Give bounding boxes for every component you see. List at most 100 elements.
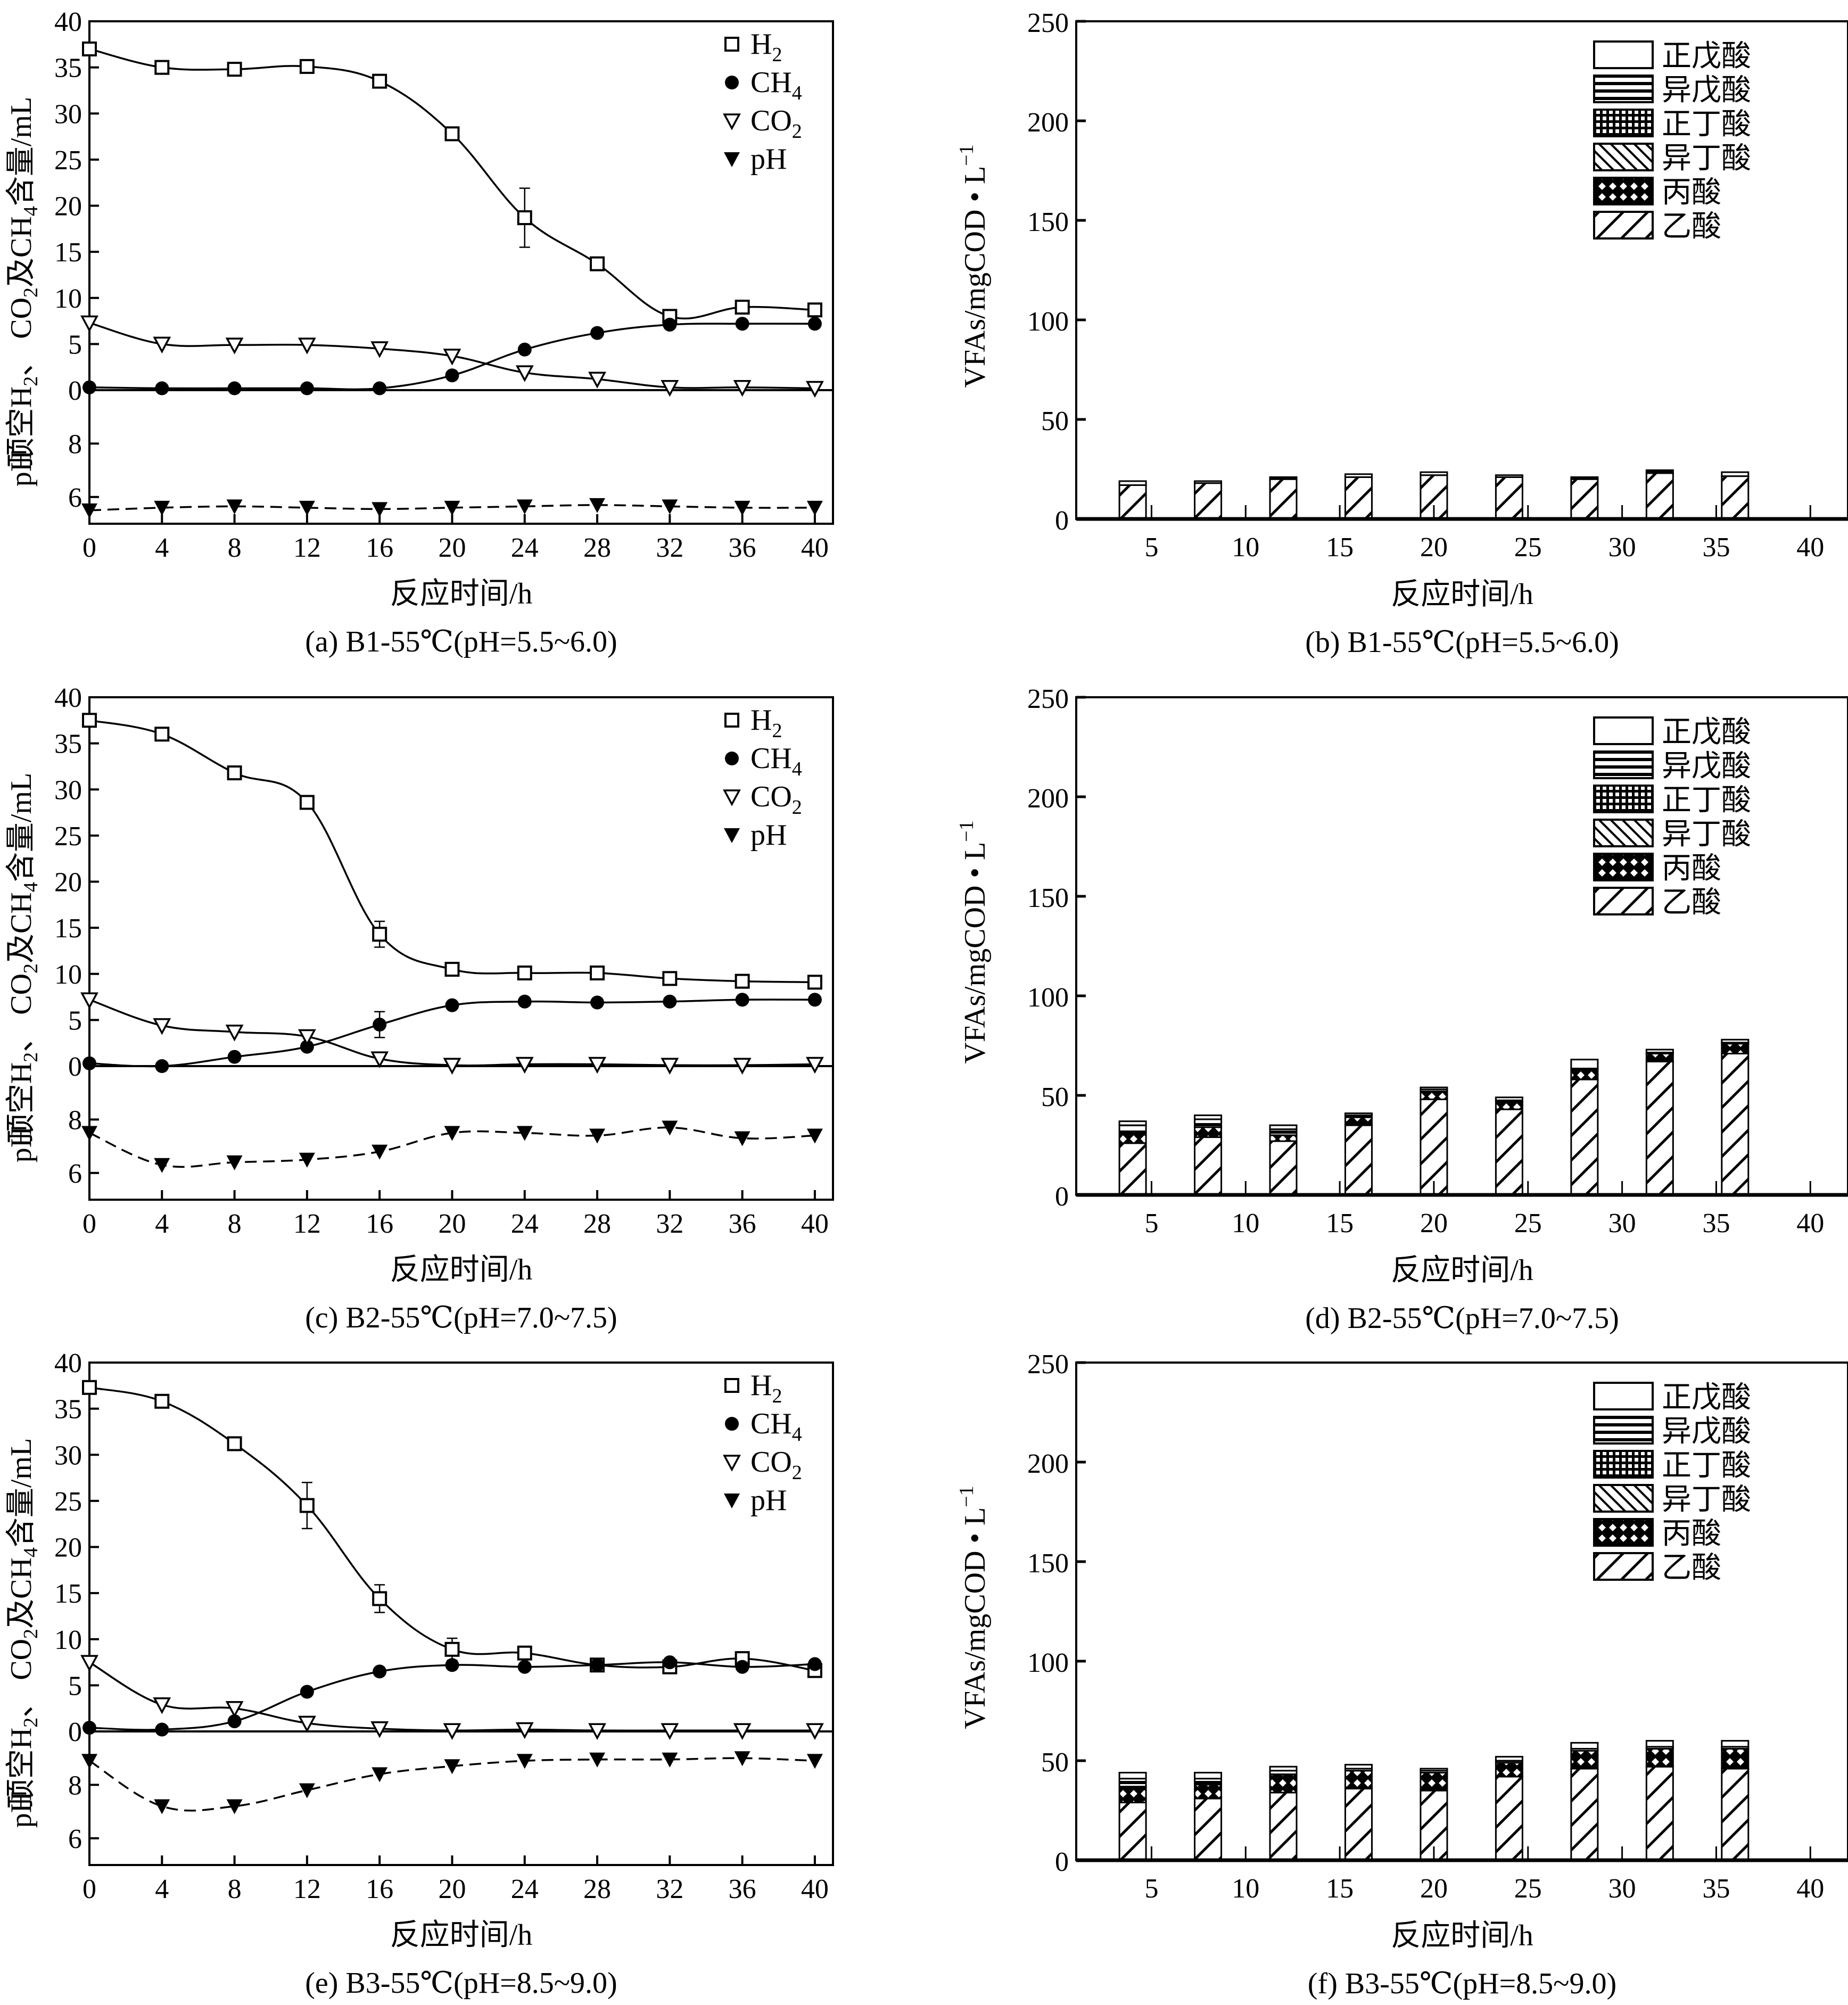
- x-tick-label: 5: [1144, 1208, 1158, 1239]
- legend-swatch: [1593, 785, 1654, 813]
- legend-label: pH: [750, 1484, 787, 1517]
- legend-swatch: [1593, 1416, 1654, 1445]
- data-point: [370, 341, 389, 358]
- x-tick-label: 0: [82, 1874, 96, 1904]
- x-tick-label: 16: [366, 533, 393, 563]
- legend-label: 正戊酸: [1662, 40, 1751, 73]
- y-tick-label: 10: [54, 1625, 82, 1655]
- legend-label: H2: [750, 704, 782, 742]
- bar-stack: [1645, 1740, 1674, 1861]
- legend-main: CH: [750, 66, 792, 99]
- subscript: 4: [20, 206, 42, 216]
- series-h2: [82, 41, 822, 324]
- legend-label: H2: [750, 28, 782, 66]
- legend-marker: [724, 152, 740, 167]
- x-tick-label: 15: [1326, 1208, 1354, 1239]
- subscript: 4: [20, 1547, 42, 1557]
- bar-segment-diag-up: [1344, 1787, 1373, 1861]
- data-point: [299, 500, 315, 516]
- x-tick-label: 20: [438, 1209, 466, 1239]
- x-tick-label: 16: [366, 1874, 393, 1904]
- data-point: [154, 60, 170, 75]
- data-point: [807, 993, 822, 1007]
- legend-label: CO2: [750, 780, 802, 819]
- x-tick-label: 15: [1326, 532, 1354, 563]
- x-tick-label: 20: [1420, 532, 1448, 563]
- x-tick-label: 30: [1608, 1874, 1636, 1904]
- bar-segment-diag-up: [1344, 1124, 1373, 1196]
- panel-e: 0 5 10 15 20 25 30 35 40 6 8 0 4 8 12 16 20 24 28 32 36 40 顶空H…: [0, 1341, 905, 2002]
- bar-stack: [1420, 1086, 1448, 1196]
- data-point: [589, 1752, 606, 1768]
- legend-swatch: [1593, 887, 1654, 915]
- bar-segment-diag-up: [1645, 1060, 1674, 1196]
- panel-a: 0 5 10 15 20 25 30 35 40 6 8 0 4 8 12 16 20 24 28 32 36 40 顶空H…: [0, 0, 905, 667]
- y-tick-label: 25: [54, 821, 82, 852]
- y-tick-label: 50: [1041, 1747, 1069, 1778]
- bar-stack: [1645, 469, 1674, 520]
- legend-marker: [724, 1494, 740, 1508]
- plot-frame: [88, 20, 834, 525]
- legend-main: H: [750, 28, 772, 61]
- y-tick-label: 100: [1027, 307, 1069, 337]
- bar-segment-diag-up: [1420, 474, 1448, 520]
- chart-caption: (d) B2-55℃(pH=7.0~7.5): [1305, 1302, 1619, 1335]
- x-tick-label: 36: [729, 1209, 756, 1239]
- bar-segment-empty: [1420, 1086, 1448, 1091]
- data-point: [443, 1723, 461, 1740]
- bar-segment-diag-up: [1344, 476, 1373, 520]
- ph-tick-label: 6: [68, 483, 82, 513]
- data-point: [589, 498, 606, 513]
- legend-label: 正戊酸: [1662, 1381, 1751, 1414]
- superscript: −1: [955, 820, 978, 841]
- data-point: [372, 502, 388, 517]
- y-tick-label: 30: [54, 1440, 82, 1471]
- legend-label: 异戊酸: [1662, 74, 1751, 107]
- legend-swatch: [1593, 1552, 1654, 1581]
- superscript: −1: [955, 144, 978, 166]
- series-line: [89, 1661, 815, 1731]
- legend-label: 乙酸: [1662, 1552, 1721, 1585]
- bar-segment-horizontal: [1194, 1118, 1223, 1128]
- y-tick-label: 5: [68, 1005, 82, 1036]
- x-tick-label: 28: [583, 1209, 611, 1239]
- subscript: 2: [772, 44, 782, 66]
- data-point: [372, 1767, 388, 1783]
- chart-caption: (a) B1-55℃(pH=5.5~6.0): [305, 625, 617, 658]
- x-tick-label: 40: [801, 1874, 829, 1904]
- y-tick-label: 40: [54, 1348, 82, 1379]
- bar-segment-crosshatch: [1269, 1773, 1298, 1794]
- x-tick-label: 35: [1702, 1208, 1730, 1239]
- data-point: [445, 1658, 459, 1672]
- subscript: 2: [772, 720, 782, 742]
- data-point: [300, 1039, 314, 1054]
- data-point: [733, 1723, 752, 1740]
- bar-segment-crosshatch: [1344, 1770, 1373, 1789]
- bar-stack: [1721, 1038, 1750, 1196]
- data-point: [445, 998, 459, 1012]
- data-point: [444, 500, 460, 516]
- bar-stack: [1420, 471, 1448, 520]
- data-point: [735, 317, 749, 331]
- legend-swatch: [1593, 853, 1654, 881]
- bar-stack: [1570, 1059, 1599, 1196]
- bar-stack: [1495, 1756, 1523, 1861]
- series-co2: [80, 992, 824, 1075]
- legend-label: CO2: [750, 104, 802, 143]
- subscript: 4: [792, 1423, 802, 1446]
- data-point: [588, 1723, 606, 1740]
- legend-main: H: [750, 704, 772, 737]
- plot-frame: [88, 696, 834, 1201]
- data-point: [806, 1754, 823, 1769]
- y-tick-label: 25: [54, 1487, 82, 1517]
- bar-segment-diag-up: [1118, 484, 1147, 520]
- series-line: [89, 48, 815, 320]
- data-point: [444, 1641, 460, 1657]
- subscript: 2: [20, 376, 42, 386]
- legend-main: CH: [750, 742, 792, 775]
- bar-segment-crosshatch: [1645, 1748, 1674, 1768]
- x-axis-title: 反应时间/h: [390, 1253, 533, 1286]
- legend-label: CH4: [750, 66, 802, 104]
